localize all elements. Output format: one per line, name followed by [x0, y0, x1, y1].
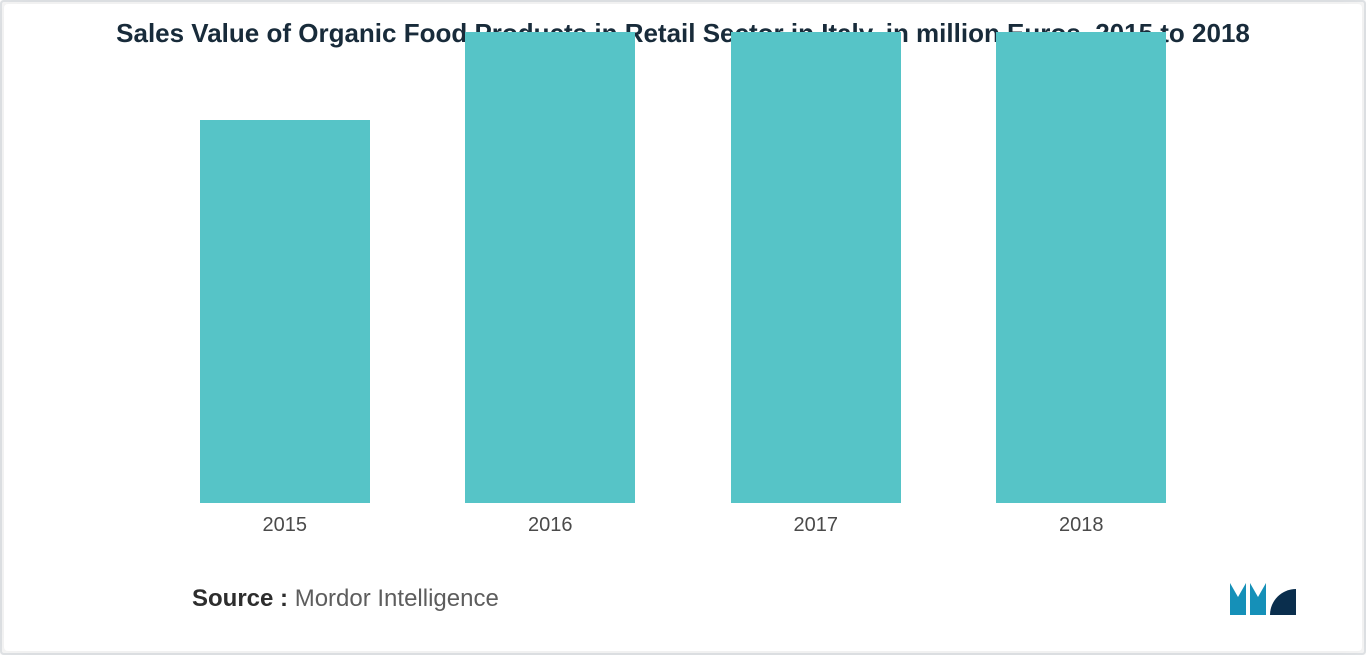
mordor-logo-icon	[1224, 575, 1296, 621]
source-line: Source : Mordor Intelligence	[192, 585, 499, 613]
plot-area: 2015201620172018	[152, 32, 1214, 503]
x-axis-label: 2016	[465, 514, 635, 537]
bar-slot: 2018	[949, 32, 1215, 503]
bar-2017	[731, 32, 901, 503]
x-axis-label: 2015	[200, 514, 370, 537]
bar-2018	[996, 32, 1166, 503]
bar-slot: 2017	[683, 32, 949, 503]
chart-container: Sales Value of Organic Food Products in …	[0, 0, 1366, 655]
bar-2015	[200, 120, 370, 503]
source-label: Source :	[192, 585, 288, 612]
bar-group: 2015201620172018	[152, 32, 1214, 503]
source-text: Mordor Intelligence	[295, 585, 499, 612]
brand-logo	[1224, 575, 1296, 621]
bar-2016	[465, 32, 635, 503]
bar-slot: 2016	[418, 32, 684, 503]
bar-slot: 2015	[152, 32, 418, 503]
x-axis-label: 2017	[731, 514, 901, 537]
x-axis-label: 2018	[996, 514, 1166, 537]
